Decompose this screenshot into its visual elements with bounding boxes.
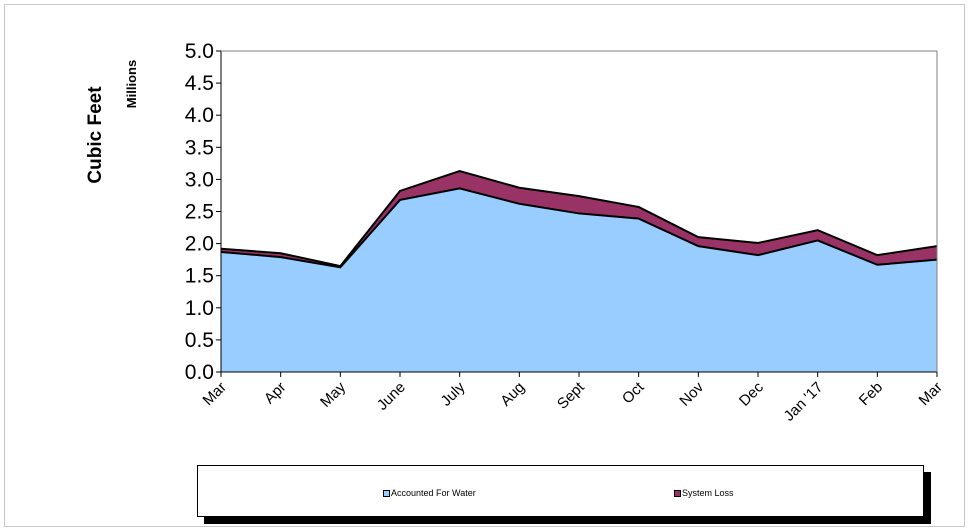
chart-frame <box>4 4 965 527</box>
x-tick-label: Nov <box>676 378 707 409</box>
legend-swatch-system-loss <box>674 489 681 497</box>
x-tick-label: Oct <box>619 378 648 407</box>
y-tick-label: 2.5 <box>185 201 214 224</box>
x-tick-label: Jan '17 <box>781 379 827 425</box>
y-tick-label: 0.5 <box>185 329 214 352</box>
series-line-system-loss <box>220 170 938 268</box>
x-tick-label: Aug <box>497 379 528 410</box>
y-axis-unit-label: Millions <box>124 60 139 108</box>
legend: Accounted For Water System Loss <box>197 465 924 517</box>
y-tick-label: 4.5 <box>185 72 214 95</box>
series-line-accounted-for-water <box>220 187 938 269</box>
legend-item-accounted-for-water: Accounted For Water <box>383 488 476 498</box>
legend-item-system-loss: System Loss <box>674 488 734 498</box>
x-tick-label: Dec <box>736 378 767 409</box>
y-tick-label: 4.0 <box>185 104 214 127</box>
y-tick-label: 1.0 <box>185 297 214 320</box>
x-tick-label: June <box>374 379 409 414</box>
x-tick-label: Feb <box>856 379 886 409</box>
x-tick-label: May <box>317 378 349 410</box>
x-tick-label: Mar <box>916 379 946 409</box>
area-chart: Cubic Feet Millions 0.0 0.5 1.0 1.5 2.0 2.5 3.… <box>85 40 946 425</box>
y-tick-label: 2.0 <box>185 233 214 256</box>
y-axis-title: Cubic Feet <box>85 86 106 184</box>
x-tick-label: Apr <box>261 379 290 408</box>
y-tick-label: 1.5 <box>185 265 214 288</box>
y-tick-label: 0.0 <box>185 361 214 384</box>
y-tick-label: 5.0 <box>185 40 214 63</box>
x-tick-label: July <box>438 378 469 409</box>
legend-swatch-accounted-for-water <box>383 489 390 497</box>
legend-label-accounted-for-water: Accounted For Water <box>391 488 476 498</box>
y-tick-label: 3.0 <box>185 168 214 191</box>
legend-label-system-loss: System Loss <box>682 488 734 498</box>
series-area-accounted-for-water <box>221 188 937 372</box>
y-tick-label: 3.5 <box>185 136 214 159</box>
x-tick-label: Sept <box>554 378 588 412</box>
